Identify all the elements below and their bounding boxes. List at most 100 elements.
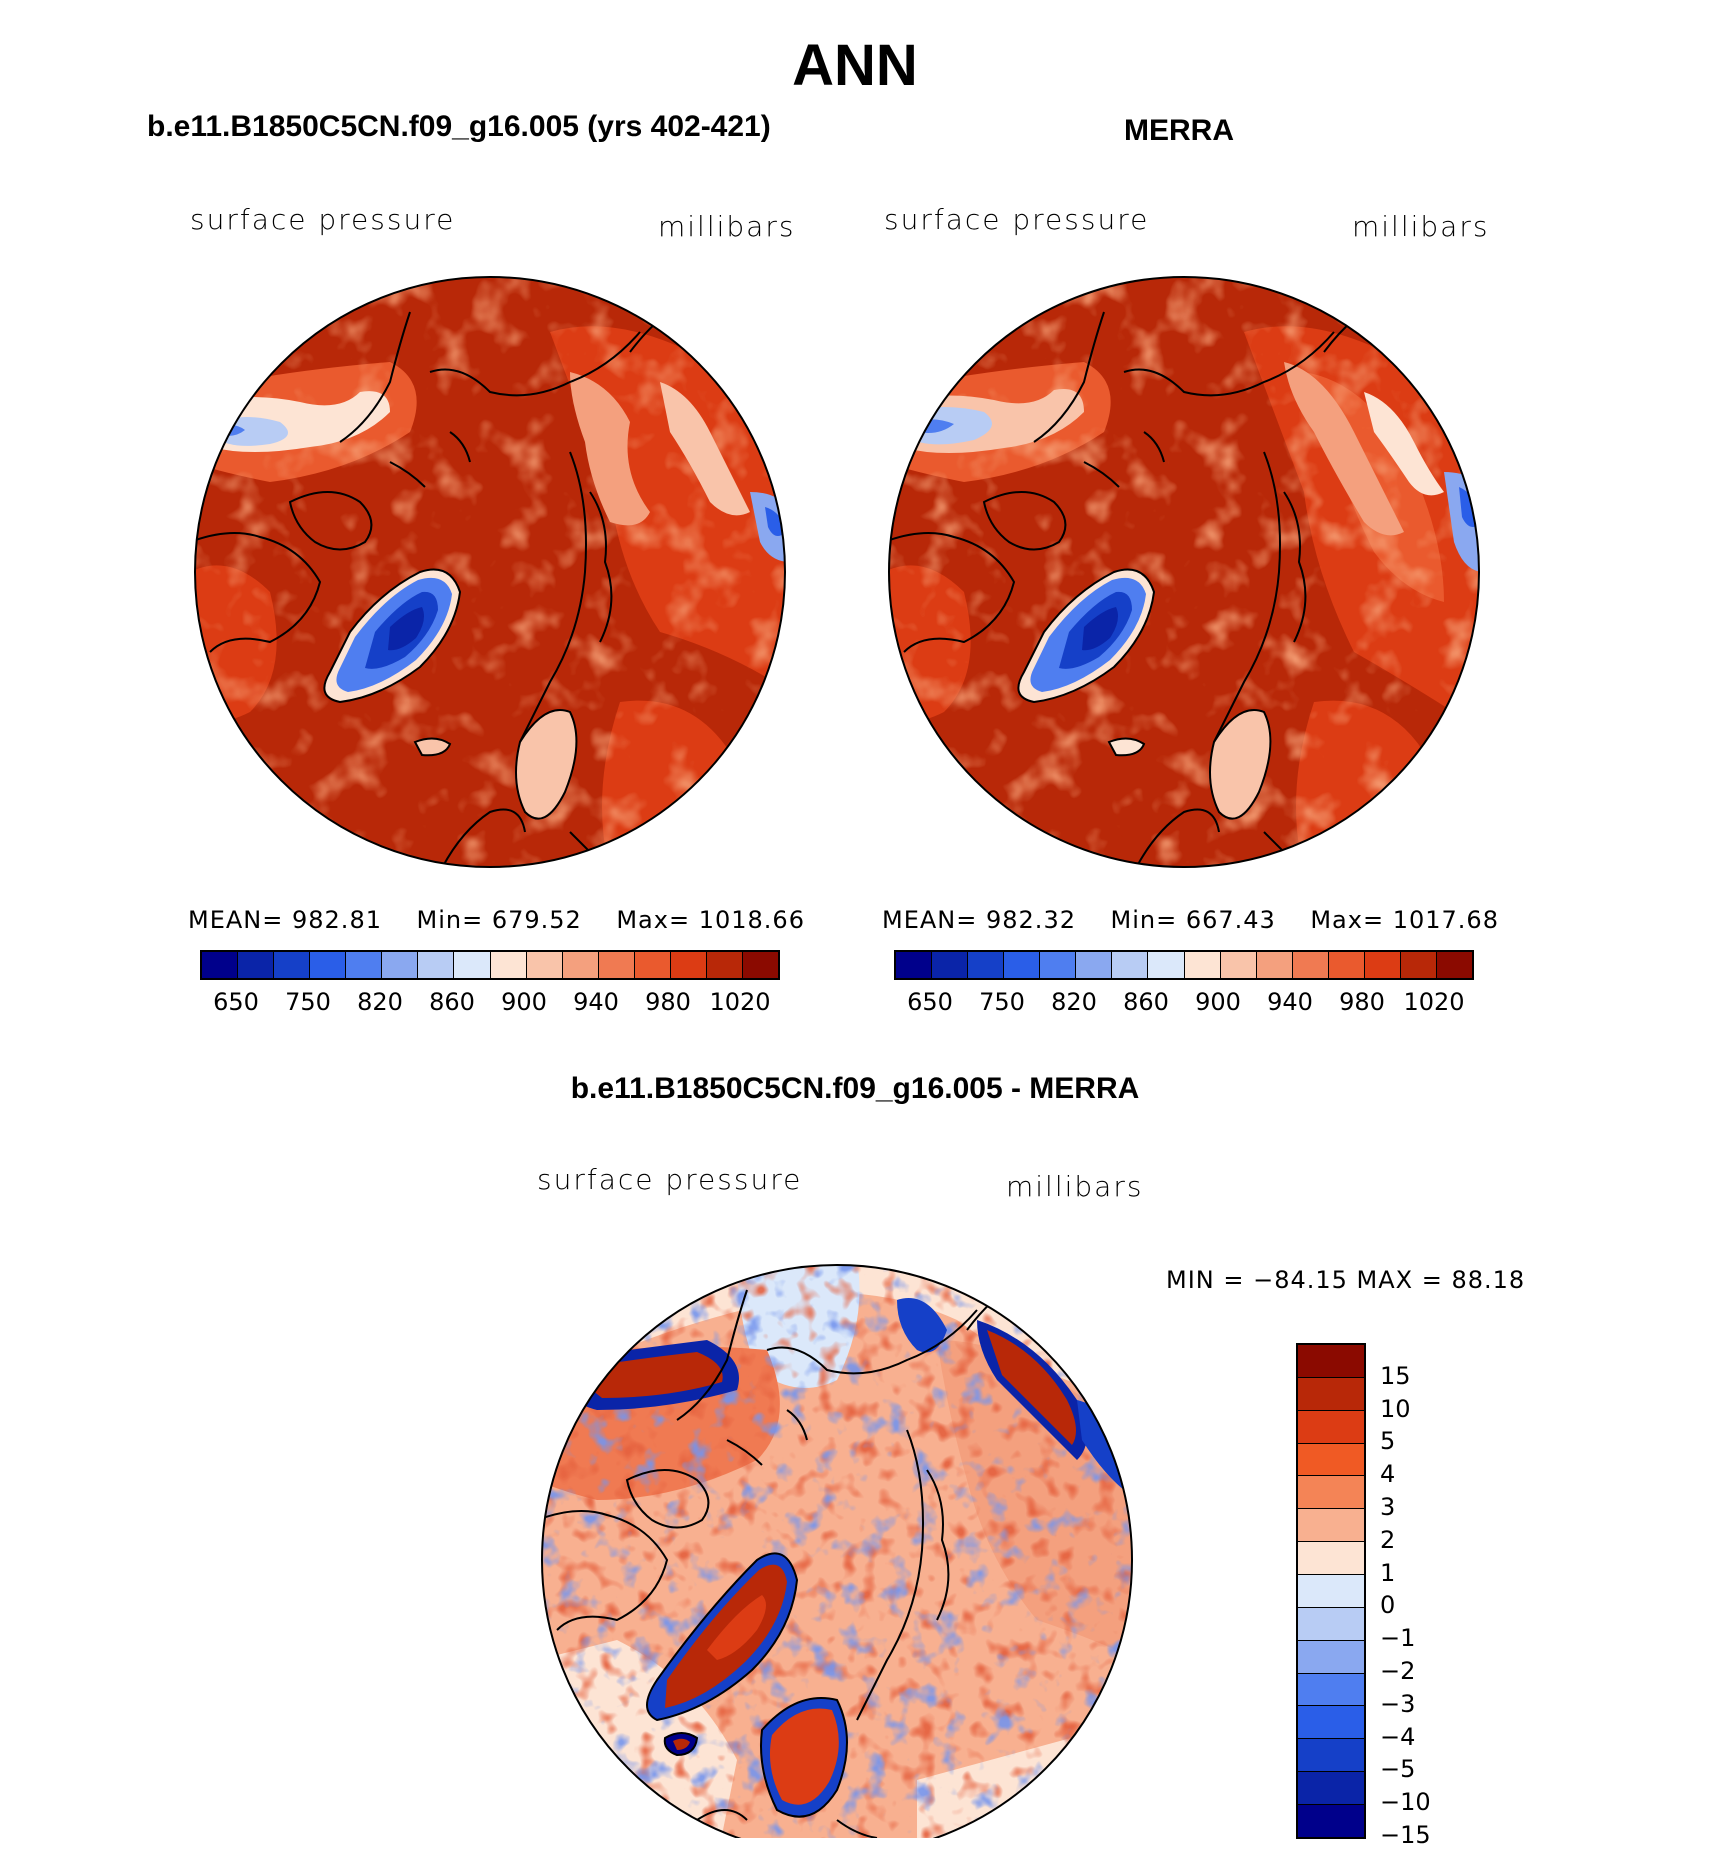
colorbar-tick-label: 900: [1195, 988, 1241, 1016]
right-colorbar-labels: 650 750 820 860 900 940 980 1020: [894, 988, 1470, 1018]
right-min-label: Min=: [1110, 906, 1178, 934]
diff-minmax: MIN = −84.15 MAX = 88.18: [1166, 1266, 1526, 1294]
right-colorbar: [894, 950, 1474, 980]
colorbar-tick-label: 4: [1380, 1460, 1396, 1489]
colorbar-tick-label: 2: [1380, 1525, 1396, 1554]
right-max-label: Max=: [1310, 906, 1385, 934]
colorbar-swatch: [1298, 1377, 1364, 1411]
colorbar-tick-label: −15: [1380, 1821, 1431, 1849]
right-panel-title: MERRA: [1124, 114, 1234, 147]
diff-units-label: millibars: [1006, 1170, 1144, 1203]
colorbar-swatch: [1004, 952, 1041, 978]
colorbar-swatch: [1298, 1345, 1364, 1378]
colorbar-tick-label: 860: [1123, 988, 1169, 1016]
colorbar-tick-label: 650: [213, 988, 259, 1016]
right-min-value: 667.43: [1185, 906, 1276, 934]
colorbar-swatch: [932, 952, 969, 978]
colorbar-swatch: [1298, 1607, 1364, 1641]
left-colorbar-labels: 650 750 820 860 900 940 980 1020: [200, 988, 776, 1018]
colorbar-tick-label: −10: [1380, 1788, 1431, 1817]
colorbar-swatch: [598, 952, 635, 978]
colorbar-swatch: [1040, 952, 1077, 978]
left-max-value: 1018.66: [698, 906, 805, 934]
colorbar-swatch: [1298, 1542, 1364, 1576]
colorbar-swatch: [1298, 1509, 1364, 1543]
left-units-label: millibars: [658, 210, 796, 243]
colorbar-tick-label: −3: [1380, 1689, 1416, 1718]
right-units-label: millibars: [1352, 210, 1490, 243]
colorbar-tick-label: 1: [1380, 1558, 1396, 1587]
diff-colorbar: [1296, 1343, 1366, 1839]
left-max-label: Max=: [616, 906, 691, 934]
colorbar-swatch: [1292, 952, 1329, 978]
colorbar-tick-label: 750: [285, 988, 331, 1016]
colorbar-swatch: [896, 952, 933, 978]
colorbar-swatch: [1298, 1772, 1364, 1806]
colorbar-swatch: [238, 952, 275, 978]
colorbar-tick-label: 1020: [1403, 988, 1465, 1016]
left-colorbar: [200, 950, 780, 980]
colorbar-swatch: [1328, 952, 1365, 978]
right-max-value: 1017.68: [1392, 906, 1499, 934]
colorbar-tick-label: 820: [1051, 988, 1097, 1016]
right-variable-label: surface pressure: [884, 203, 1150, 236]
colorbar-tick-label: 650: [907, 988, 953, 1016]
colorbar-swatch: [1364, 952, 1401, 978]
colorbar-tick-label: −4: [1380, 1722, 1416, 1751]
colorbar-swatch: [1256, 952, 1293, 978]
colorbar-tick-label: 15: [1380, 1361, 1411, 1390]
colorbar-swatch: [1436, 952, 1472, 978]
colorbar-swatch: [968, 952, 1005, 978]
left-min-value: 679.52: [491, 906, 582, 934]
colorbar-swatch: [706, 952, 743, 978]
colorbar-tick-label: −2: [1380, 1657, 1416, 1685]
colorbar-swatch: [454, 952, 491, 978]
colorbar-tick-label: 3: [1380, 1493, 1396, 1521]
colorbar-tick-label: −1: [1380, 1624, 1416, 1653]
colorbar-swatch: [1298, 1575, 1364, 1608]
colorbar-swatch: [1298, 1706, 1364, 1740]
colorbar-swatch: [1076, 952, 1113, 978]
colorbar-tick-label: 980: [645, 988, 691, 1016]
colorbar-swatch: [1298, 1739, 1364, 1773]
main-title: ANN: [792, 33, 918, 98]
left-min-label: Min=: [416, 906, 484, 934]
colorbar-swatch: [1298, 1673, 1364, 1707]
colorbar-swatch: [418, 952, 455, 978]
colorbar-tick-label: 10: [1380, 1394, 1411, 1423]
colorbar-tick-label: 750: [979, 988, 1025, 1016]
left-variable-label: surface pressure: [190, 203, 456, 236]
colorbar-tick-label: 940: [573, 988, 619, 1016]
colorbar-swatch: [346, 952, 383, 978]
colorbar-tick-label: 0: [1380, 1591, 1396, 1620]
colorbar-swatch: [742, 952, 778, 978]
colorbar-swatch: [1298, 1805, 1364, 1837]
left-polar-map: [194, 276, 786, 868]
left-stats: MEAN= 982.81 Min= 679.52 Max= 1018.66: [188, 906, 805, 934]
left-mean-label: MEAN=: [188, 906, 284, 934]
colorbar-swatch: [1298, 1476, 1364, 1510]
colorbar-swatch: [274, 952, 311, 978]
colorbar-swatch: [1112, 952, 1149, 978]
colorbar-swatch: [1400, 952, 1437, 978]
colorbar-tick-label: −5: [1380, 1755, 1416, 1784]
colorbar-swatch: [1148, 952, 1185, 978]
colorbar-swatch: [634, 952, 671, 978]
colorbar-tick-label: 980: [1339, 988, 1385, 1016]
colorbar-swatch: [1298, 1410, 1364, 1444]
colorbar-swatch: [382, 952, 419, 978]
diff-variable-label: surface pressure: [537, 1163, 803, 1196]
diff-colorbar-labels: 15 10 5 4 3 2 1 0 −1 −2 −3 −4 −5 −10 −15: [1380, 1343, 1460, 1849]
colorbar-swatch: [670, 952, 707, 978]
colorbar-tick-label: 900: [501, 988, 547, 1016]
colorbar-tick-label: 860: [429, 988, 475, 1016]
colorbar-swatch: [1298, 1640, 1364, 1674]
colorbar-swatch: [490, 952, 527, 978]
colorbar-swatch: [1298, 1443, 1364, 1477]
left-mean-value: 982.81: [292, 906, 382, 934]
colorbar-tick-label: 1020: [709, 988, 771, 1016]
colorbar-swatch: [562, 952, 599, 978]
colorbar-tick-label: 940: [1267, 988, 1313, 1016]
right-mean-value: 982.32: [986, 906, 1076, 934]
colorbar-swatch: [526, 952, 563, 978]
